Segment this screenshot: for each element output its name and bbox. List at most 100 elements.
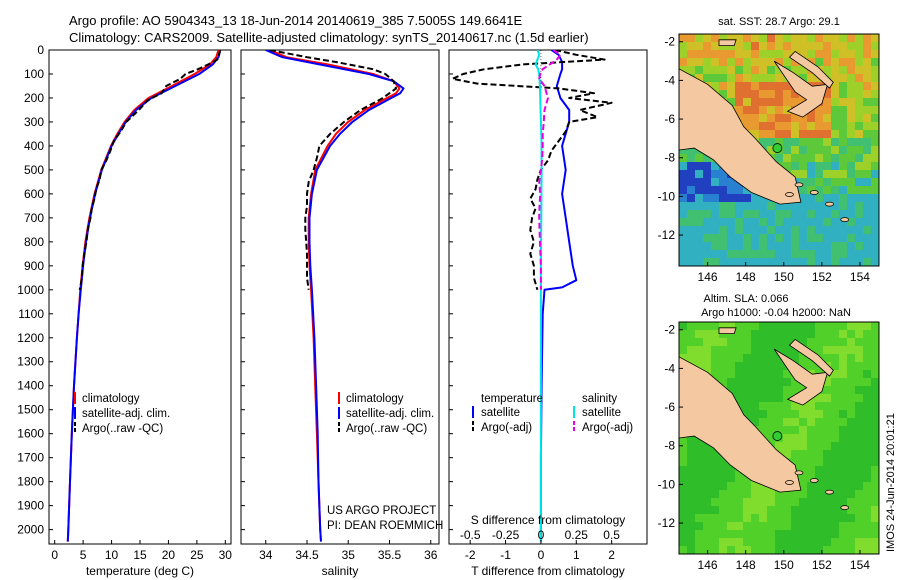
map-cell	[807, 250, 815, 258]
map-cell	[743, 66, 751, 74]
map-cell	[775, 106, 783, 114]
map-cell	[855, 242, 863, 250]
depth-axis: 0 100 200 300 400 500 600 700 800 900 1000 1100 1200…	[17, 43, 453, 537]
map-cell	[767, 338, 775, 346]
map-cell	[743, 330, 751, 338]
map-cell	[743, 106, 751, 114]
map-cell	[751, 498, 759, 506]
map-cell	[743, 474, 751, 482]
project-label: US ARGO PROJECT	[327, 505, 436, 517]
map-cell	[743, 234, 751, 242]
map-cell	[855, 498, 863, 506]
map-cell	[703, 466, 711, 474]
map-cell	[679, 522, 687, 530]
map-y-tick-label: -4	[664, 73, 675, 87]
map-cell	[751, 50, 759, 58]
map-cell	[847, 498, 855, 506]
map-cell	[839, 106, 847, 114]
map-cell	[855, 546, 863, 554]
map-cell	[695, 530, 703, 538]
map-cell	[687, 50, 695, 58]
map-cell	[703, 210, 711, 218]
map-cell	[711, 538, 719, 546]
map-cell	[735, 370, 743, 378]
map-cell	[847, 90, 855, 98]
map-cell	[727, 258, 735, 266]
map-cell	[871, 346, 879, 354]
map-cell	[799, 426, 807, 434]
map-cell	[847, 210, 855, 218]
map-cell	[759, 194, 767, 202]
map-cell	[775, 210, 783, 218]
map-cell	[863, 90, 871, 98]
map-cell	[855, 34, 863, 42]
map-cell	[751, 194, 759, 202]
map-cell	[831, 402, 839, 410]
map-cell	[791, 386, 799, 394]
map-cell	[863, 442, 871, 450]
map-cell	[839, 146, 847, 154]
map-cell	[679, 34, 687, 42]
map-cell	[759, 522, 767, 530]
map-cell	[855, 338, 863, 346]
map-cell	[799, 226, 807, 234]
map-cell	[711, 234, 719, 242]
map-cell	[871, 122, 879, 130]
map-cell	[703, 34, 711, 42]
map-cell	[695, 250, 703, 258]
map-cell	[767, 410, 775, 418]
map-cell	[847, 178, 855, 186]
map-cell	[871, 538, 879, 546]
map-cell	[815, 498, 823, 506]
map-cell	[727, 514, 735, 522]
map-cell	[751, 106, 759, 114]
map-cell	[783, 242, 791, 250]
map-cell	[727, 498, 735, 506]
map-cell	[695, 242, 703, 250]
map-cell	[759, 354, 767, 362]
map-cell	[711, 466, 719, 474]
map-cell	[831, 106, 839, 114]
depth-tick-label: 800	[24, 235, 44, 249]
map-cell	[871, 330, 879, 338]
map-cell	[703, 330, 711, 338]
map-cell	[783, 338, 791, 346]
map-cell	[831, 242, 839, 250]
map-cell	[799, 74, 807, 82]
map-cell	[839, 522, 847, 530]
map-cell	[679, 226, 687, 234]
difference-x-tick-label: 0	[538, 548, 545, 562]
map-cell	[743, 210, 751, 218]
map-cell	[831, 450, 839, 458]
legend-s-sat-label: satellite	[582, 407, 621, 419]
map-cell	[863, 378, 871, 386]
map-cell	[743, 386, 751, 394]
map-cell	[743, 354, 751, 362]
map-cell	[799, 418, 807, 426]
map-cell	[807, 202, 815, 210]
map-cell	[815, 474, 823, 482]
map-cell	[783, 210, 791, 218]
map-cell	[711, 186, 719, 194]
sst-map-frame	[678, 33, 880, 267]
map-cell	[815, 506, 823, 514]
map-cell	[871, 106, 879, 114]
map-cell	[855, 130, 863, 138]
map-cell	[855, 58, 863, 66]
map-cell	[783, 514, 791, 522]
map-cell	[759, 138, 767, 146]
map-cell	[823, 426, 831, 434]
map-cell	[799, 402, 807, 410]
map-cell	[863, 498, 871, 506]
map-cell	[703, 66, 711, 74]
map-cell	[751, 482, 759, 490]
map-cell	[759, 546, 767, 554]
map-cell	[695, 170, 703, 178]
map-cell	[759, 106, 767, 114]
map-cell	[807, 522, 815, 530]
map-cell	[831, 474, 839, 482]
map-cell	[847, 242, 855, 250]
map-cell	[807, 530, 815, 538]
map-cell	[831, 362, 839, 370]
map-cell	[847, 58, 855, 66]
